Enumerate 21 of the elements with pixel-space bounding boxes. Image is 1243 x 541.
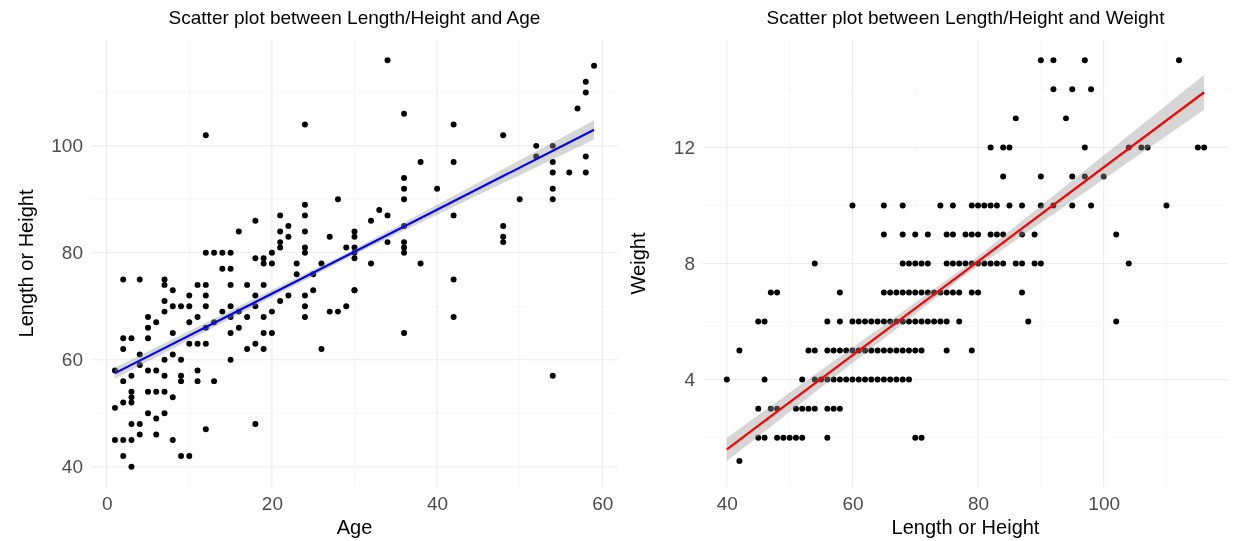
x-tick-label: 60 (592, 493, 614, 515)
y-tick-label: 40 (61, 456, 83, 478)
y-axis-title: Length or Height (15, 189, 37, 338)
x-axis-title: Age (336, 516, 373, 538)
chart-title: Scatter plot between Length/Height and Age (168, 7, 541, 28)
x-tick-label: 20 (261, 493, 283, 515)
y-tick-label: 100 (51, 135, 83, 157)
x-tick-label: 0 (101, 493, 113, 515)
y-tick-label: 80 (61, 242, 83, 264)
y-tick-label: 12 (673, 136, 695, 158)
x-tick-label: 40 (716, 493, 738, 515)
x-tick-label: 40 (427, 493, 449, 515)
y-tick-label: 8 (684, 253, 695, 275)
x-tick-label: 80 (967, 493, 990, 515)
x-tick-label: 100 (1088, 493, 1121, 515)
x-tick-label: 60 (842, 493, 864, 515)
y-tick-label: 4 (684, 369, 696, 391)
y-axis-title: Weight (627, 232, 649, 295)
y-tick-label: 60 (61, 349, 83, 371)
x-axis-title: Length or Height (891, 516, 1040, 538)
chart-title: Scatter plot between Length/Height and Weight (766, 7, 1166, 28)
